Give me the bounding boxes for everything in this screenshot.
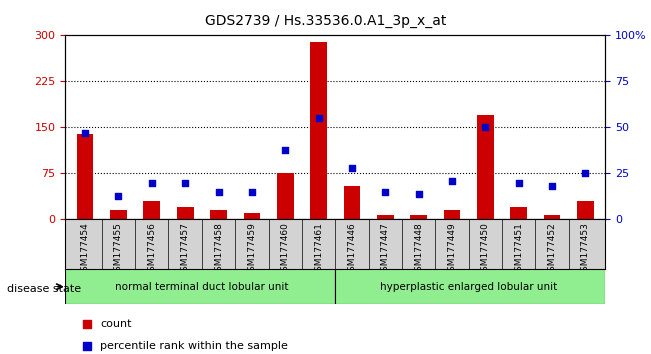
Bar [410,215,427,219]
Bar [544,215,561,219]
Bar [344,186,360,219]
Point [380,189,391,195]
Text: GSM177453: GSM177453 [581,222,590,277]
Text: GSM177449: GSM177449 [447,222,456,277]
Text: GSM177460: GSM177460 [281,222,290,277]
Text: GSM177459: GSM177459 [247,222,256,277]
Point [527,253,537,258]
Bar [243,213,260,219]
Text: GSM177456: GSM177456 [147,222,156,277]
Bar [311,41,327,219]
Bar [110,210,127,219]
Point [113,193,124,198]
Text: GSM177448: GSM177448 [414,222,423,277]
Text: GSM177452: GSM177452 [547,222,557,277]
Point [313,115,324,121]
Bar [477,115,493,219]
Point [413,191,424,196]
Text: GDS2739 / Hs.33536.0.A1_3p_x_at: GDS2739 / Hs.33536.0.A1_3p_x_at [205,14,446,28]
Text: GSM177446: GSM177446 [348,222,357,277]
Bar [510,207,527,219]
Point [547,183,557,189]
Bar [577,201,594,219]
Text: GSM177450: GSM177450 [481,222,490,277]
Point [527,59,537,65]
Bar [77,133,94,219]
Bar [143,201,160,219]
Point [514,180,524,185]
Text: normal terminal duct lobular unit: normal terminal duct lobular unit [115,282,288,292]
Text: GSM177461: GSM177461 [314,222,323,277]
Text: GSM177457: GSM177457 [181,222,189,277]
Text: disease state: disease state [7,284,81,293]
Text: GSM177447: GSM177447 [381,222,390,277]
Point [447,178,457,184]
Bar [377,215,394,219]
Bar [444,210,460,219]
Text: count: count [100,319,132,329]
Point [280,147,290,152]
Text: GSM177451: GSM177451 [514,222,523,277]
Bar [65,269,335,304]
Point [146,180,157,185]
Text: GSM177454: GSM177454 [81,222,90,277]
Text: percentile rank within the sample: percentile rank within the sample [100,341,288,350]
Bar [210,210,227,219]
Bar [335,269,605,304]
Bar [277,173,294,219]
Point [80,130,90,136]
Point [247,189,257,195]
Point [480,125,491,130]
Text: GSM177458: GSM177458 [214,222,223,277]
Bar [177,207,193,219]
Text: hyperplastic enlarged lobular unit: hyperplastic enlarged lobular unit [380,282,557,292]
Point [180,180,190,185]
Text: GSM177455: GSM177455 [114,222,123,277]
Point [580,171,590,176]
Point [214,189,224,195]
Point [347,165,357,171]
